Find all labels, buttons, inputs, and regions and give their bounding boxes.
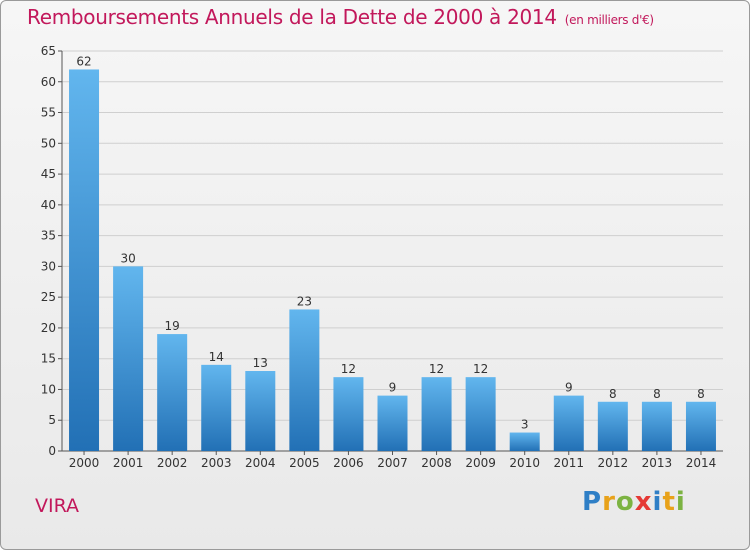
bar: [421, 377, 452, 451]
y-tick-label: 0: [48, 444, 56, 458]
y-tick-label: 40: [41, 198, 56, 212]
logo-letter: i: [675, 487, 686, 517]
x-tick-label: 2005: [289, 456, 320, 470]
bar-value-label: 12: [341, 362, 356, 376]
logo-letter: x: [634, 487, 653, 517]
x-tick-label: 2013: [642, 456, 673, 470]
chart-title-text: Remboursements Annuels de la Dette de 20…: [27, 5, 557, 29]
proxiti-logo[interactable]: Proxiti: [582, 487, 686, 517]
logo-letter: t: [662, 487, 676, 517]
bar: [69, 69, 100, 451]
chart-title: Remboursements Annuels de la Dette de 20…: [27, 5, 654, 29]
y-tick-label: 10: [41, 382, 56, 396]
bar-value-label: 13: [253, 356, 268, 370]
labels: 62 2000 30 2001 19 2002 14 2003 13 2004 23 2005 12 20…: [69, 54, 716, 470]
x-tick-label: 2004: [245, 456, 276, 470]
bar: [597, 401, 628, 451]
x-tick-label: 2010: [509, 456, 540, 470]
x-tick-label: 2008: [421, 456, 452, 470]
bar-value-label: 19: [165, 319, 180, 333]
bars: [69, 69, 716, 451]
x-tick-label: 2012: [598, 456, 629, 470]
bar: [465, 377, 496, 451]
logo-letter: i: [652, 487, 663, 517]
bar: [553, 395, 584, 451]
bar-value-label: 23: [297, 294, 312, 308]
bar-value-label: 12: [473, 362, 488, 376]
x-tick-label: 2014: [686, 456, 717, 470]
bar-value-label: 8: [697, 387, 705, 401]
bar-value-label: 8: [653, 387, 661, 401]
logo-letter: o: [615, 487, 635, 517]
bar-value-label: 9: [389, 381, 397, 395]
bar: [201, 364, 232, 451]
chart-subtitle: (en milliers d'€): [564, 13, 654, 27]
y-tick-label: 25: [41, 290, 56, 304]
bar-value-label: 12: [429, 362, 444, 376]
x-tick-label: 2007: [377, 456, 408, 470]
y-tick-label: 60: [41, 75, 56, 89]
x-tick-label: 2011: [553, 456, 584, 470]
y-tick-label: 5: [48, 413, 56, 427]
bar-value-label: 62: [76, 54, 91, 68]
logo-letter: r: [602, 487, 616, 517]
y-tick-label: 30: [41, 259, 56, 273]
x-tick-label: 2009: [465, 456, 496, 470]
x-tick-label: 2000: [69, 456, 100, 470]
bar: [685, 401, 716, 451]
bar-value-label: 8: [609, 387, 617, 401]
bar: [509, 432, 540, 451]
bar: [245, 371, 276, 451]
logo-letter: P: [582, 487, 603, 517]
x-tick-label: 2003: [201, 456, 232, 470]
place-name: VIRA: [35, 495, 80, 517]
bar-value-label: 30: [120, 251, 135, 265]
bar: [333, 377, 364, 451]
bar-value-label: 3: [521, 418, 529, 432]
bar: [157, 334, 188, 451]
bar: [377, 395, 408, 451]
y-tick-label: 50: [41, 136, 56, 150]
bar: [641, 401, 672, 451]
y-tick-label: 15: [41, 352, 56, 366]
y-tick-label: 45: [41, 167, 56, 181]
x-tick-label: 2001: [113, 456, 144, 470]
y-tick-label: 20: [41, 321, 56, 335]
bar-value-label: 14: [209, 350, 224, 364]
y-tick-label: 55: [41, 106, 56, 120]
bar-value-label: 9: [565, 381, 573, 395]
x-tick-label: 2006: [333, 456, 364, 470]
bar: [113, 266, 144, 451]
x-tick-label: 2002: [157, 456, 188, 470]
y-tick-label: 35: [41, 229, 56, 243]
y-tick-label: 65: [41, 44, 56, 58]
bar: [289, 309, 320, 451]
